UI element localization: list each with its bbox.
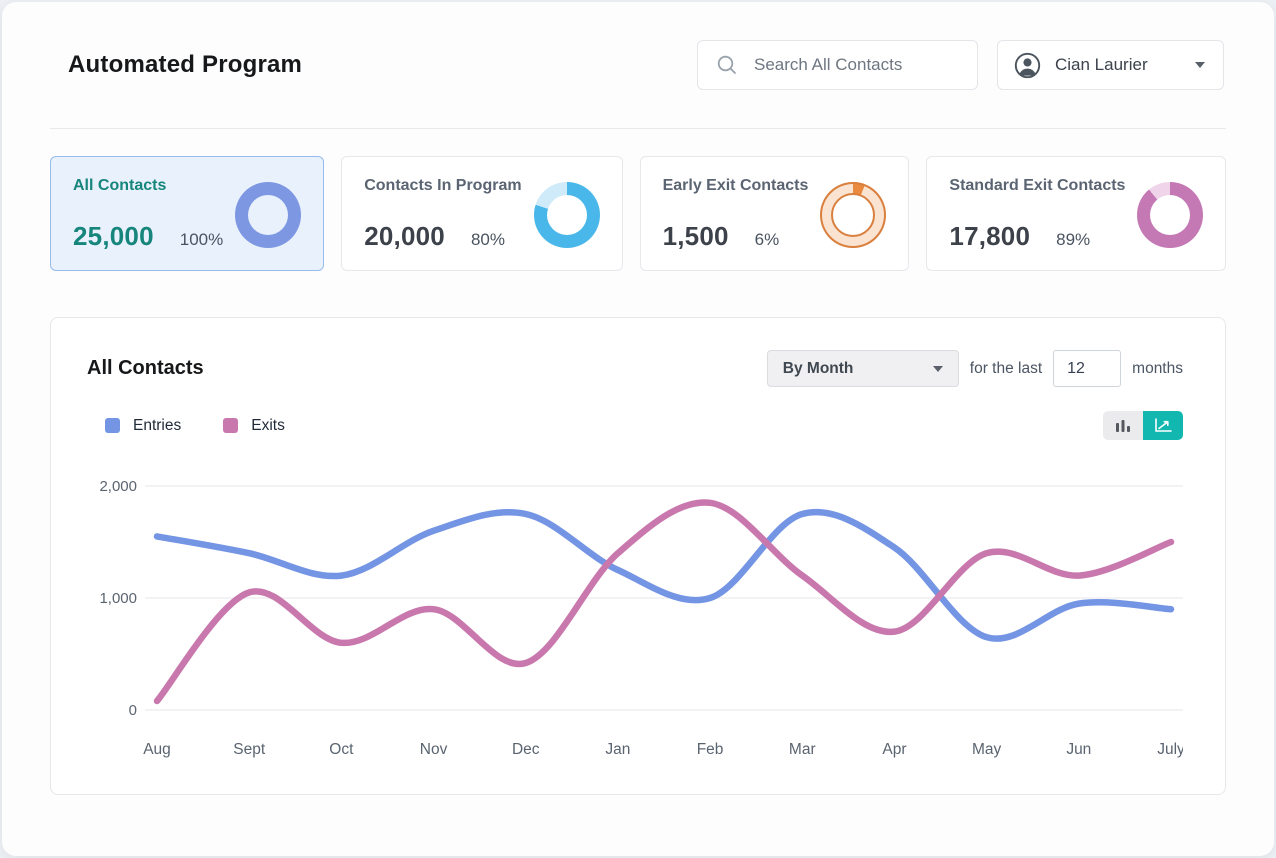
card-title: Early Exit Contacts bbox=[662, 177, 809, 194]
card-percent: 100% bbox=[179, 230, 224, 249]
x-tick-label: Aug bbox=[143, 741, 171, 758]
header-divider bbox=[50, 128, 1226, 129]
stat-card-early-exit-contacts[interactable]: Early Exit Contacts 1,500 6% bbox=[639, 156, 910, 271]
legend-item-entries[interactable]: Entries bbox=[105, 417, 181, 435]
x-tick-label: Oct bbox=[329, 741, 354, 758]
user-menu[interactable]: Cian Laurier bbox=[997, 40, 1224, 90]
y-tick-label: 2,000 bbox=[99, 478, 137, 495]
x-tick-label: Nov bbox=[420, 741, 448, 758]
legend-item-exits[interactable]: Exits bbox=[223, 417, 285, 435]
chevron-down-icon bbox=[932, 365, 943, 372]
donut-chart bbox=[1137, 181, 1204, 248]
header: Automated Program bbox=[2, 2, 1274, 128]
range-value-input[interactable] bbox=[1053, 350, 1122, 387]
donut-chart bbox=[235, 181, 302, 248]
exits-swatch bbox=[223, 418, 239, 433]
stat-card-all-contacts[interactable]: All Contacts 25,000 100% bbox=[50, 156, 325, 271]
card-value: 1,500 bbox=[662, 221, 729, 251]
card-title: All Contacts bbox=[73, 177, 167, 194]
search-icon bbox=[716, 54, 738, 76]
group-by-value: By Month bbox=[782, 359, 854, 377]
x-tick-label: Jun bbox=[1066, 741, 1091, 758]
legend: Entries Exits bbox=[87, 411, 1183, 440]
x-tick-label: Apr bbox=[882, 741, 906, 758]
x-tick-label: Jan bbox=[605, 741, 630, 758]
x-tick-label: Dec bbox=[512, 741, 540, 758]
entries-line bbox=[153, 508, 1175, 642]
chevron-down-icon bbox=[1195, 62, 1205, 68]
user-avatar-icon bbox=[1014, 52, 1041, 79]
range-prefix-label: for the last bbox=[969, 359, 1043, 377]
stat-card-standard-exit-contacts[interactable]: Standard Exit Contacts 17,800 89% bbox=[926, 156, 1227, 271]
bar-chart-toggle-button[interactable] bbox=[1103, 411, 1143, 440]
chart-card: All Contacts By Month for the last month… bbox=[50, 317, 1226, 795]
stat-cards-row: All Contacts 25,000 100% Contacts In Pro… bbox=[50, 156, 1227, 271]
chart-title: All Contacts bbox=[87, 357, 204, 379]
card-value: 17,800 bbox=[949, 221, 1031, 251]
card-value: 25,000 bbox=[73, 221, 154, 251]
card-value: 20,000 bbox=[364, 221, 445, 251]
search-box[interactable] bbox=[697, 40, 978, 90]
user-name: Cian Laurier bbox=[1055, 55, 1148, 74]
card-percent: 89% bbox=[1056, 230, 1091, 249]
page-title: Automated Program bbox=[68, 51, 303, 78]
donut-chart bbox=[820, 181, 887, 248]
stat-card-contacts-in-program[interactable]: Contacts In Program 20,000 80% bbox=[341, 156, 623, 271]
card-title: Standard Exit Contacts bbox=[949, 177, 1126, 194]
x-tick-label: May bbox=[972, 741, 1002, 758]
bar-chart-icon bbox=[1116, 419, 1130, 432]
x-tick-label: July bbox=[1157, 741, 1183, 758]
x-tick-label: Mar bbox=[789, 741, 816, 758]
line-chart: 0 1,000 2,000 Aug Sept Oct Nov Dec Jan Feb Mar Apr M… bbox=[87, 458, 1183, 764]
search-input[interactable] bbox=[754, 55, 975, 75]
group-by-select[interactable]: By Month bbox=[766, 350, 959, 387]
donut-chart bbox=[533, 181, 600, 248]
line-chart-icon bbox=[1155, 418, 1172, 432]
line-chart-toggle-button[interactable] bbox=[1143, 411, 1183, 440]
line-chart-svg: 0 1,000 2,000 Aug Sept Oct Nov Dec Jan Feb Mar Apr M… bbox=[99, 478, 1183, 758]
y-tick-label: 0 bbox=[129, 702, 137, 719]
card-title: Contacts In Program bbox=[364, 177, 522, 194]
x-tick-label: Sept bbox=[233, 741, 266, 758]
chart-type-toggle bbox=[1103, 411, 1183, 440]
x-tick-label: Feb bbox=[697, 741, 724, 758]
exits-line bbox=[153, 499, 1175, 705]
y-tick-label: 1,000 bbox=[99, 590, 137, 607]
card-percent: 6% bbox=[754, 230, 780, 249]
entries-swatch bbox=[105, 418, 120, 433]
range-suffix-label: months bbox=[1132, 359, 1183, 377]
card-percent: 80% bbox=[470, 230, 505, 249]
